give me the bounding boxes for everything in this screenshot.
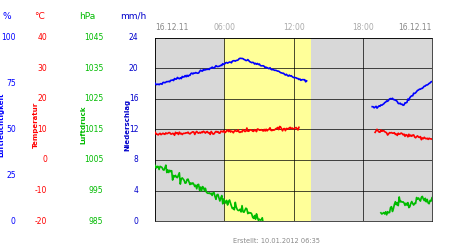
- Text: 12: 12: [129, 125, 139, 134]
- Text: mm/h: mm/h: [121, 12, 147, 21]
- Text: Temperatur: Temperatur: [33, 102, 39, 148]
- Text: 16: 16: [129, 94, 139, 103]
- Text: Luftfeuchtigkeit: Luftfeuchtigkeit: [0, 93, 4, 157]
- Text: 4: 4: [134, 186, 139, 195]
- Text: Erstellt: 10.01.2012 06:35: Erstellt: 10.01.2012 06:35: [233, 238, 320, 244]
- Text: 20: 20: [38, 94, 47, 103]
- Text: 995: 995: [89, 186, 104, 195]
- Text: 20: 20: [129, 64, 139, 72]
- Text: 18:00: 18:00: [352, 23, 374, 32]
- Text: -20: -20: [35, 217, 47, 226]
- Text: 10: 10: [38, 125, 47, 134]
- Text: 1025: 1025: [84, 94, 104, 103]
- Text: 24: 24: [129, 33, 139, 42]
- Bar: [225, 38, 311, 221]
- Text: 0: 0: [11, 217, 16, 226]
- Text: 12:00: 12:00: [283, 23, 305, 32]
- Text: 1035: 1035: [84, 64, 104, 72]
- Text: 16.12.11: 16.12.11: [399, 23, 432, 32]
- Text: 0: 0: [134, 217, 139, 226]
- Text: Niederschlag: Niederschlag: [124, 99, 130, 151]
- Text: 75: 75: [6, 79, 16, 88]
- Text: 8: 8: [134, 156, 139, 164]
- Text: 1015: 1015: [84, 125, 104, 134]
- Text: %: %: [2, 12, 11, 21]
- Text: 0: 0: [42, 156, 47, 164]
- Text: 16.12.11: 16.12.11: [155, 23, 189, 32]
- Text: 1005: 1005: [84, 156, 104, 164]
- Text: 06:00: 06:00: [213, 23, 235, 32]
- Text: 25: 25: [6, 171, 16, 180]
- Text: 50: 50: [6, 125, 16, 134]
- Text: 100: 100: [1, 33, 16, 42]
- Text: 30: 30: [37, 64, 47, 72]
- Text: 1045: 1045: [84, 33, 104, 42]
- Text: 40: 40: [37, 33, 47, 42]
- Text: hPa: hPa: [79, 12, 95, 21]
- Text: 985: 985: [89, 217, 104, 226]
- Text: -10: -10: [35, 186, 47, 195]
- Text: °C: °C: [34, 12, 45, 21]
- Text: Luftdruck: Luftdruck: [80, 106, 86, 144]
